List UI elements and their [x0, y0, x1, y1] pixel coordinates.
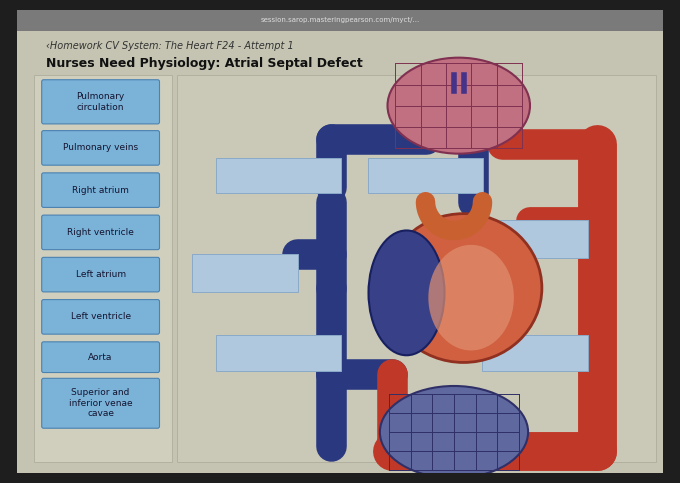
Text: Superior and
inferior venae
cavae: Superior and inferior venae cavae	[69, 388, 133, 418]
FancyBboxPatch shape	[216, 335, 341, 370]
Text: Pulmonary
circulation: Pulmonary circulation	[76, 92, 124, 112]
FancyBboxPatch shape	[368, 157, 483, 193]
FancyBboxPatch shape	[192, 254, 299, 292]
Text: Right atrium: Right atrium	[72, 185, 129, 195]
FancyBboxPatch shape	[41, 299, 160, 334]
Text: Pulmonary veins: Pulmonary veins	[63, 143, 138, 153]
FancyBboxPatch shape	[481, 335, 588, 370]
FancyBboxPatch shape	[216, 157, 341, 193]
FancyBboxPatch shape	[41, 130, 160, 165]
FancyBboxPatch shape	[41, 215, 160, 250]
Text: Left ventricle: Left ventricle	[71, 313, 131, 321]
FancyBboxPatch shape	[41, 342, 160, 372]
Ellipse shape	[385, 213, 542, 362]
FancyBboxPatch shape	[34, 75, 172, 462]
Ellipse shape	[388, 57, 530, 154]
FancyBboxPatch shape	[41, 378, 160, 428]
FancyBboxPatch shape	[481, 220, 588, 258]
Text: Nurses Need Physiology: Atrial Septal Defect: Nurses Need Physiology: Atrial Septal De…	[46, 57, 362, 70]
Text: ‹Homework CV System: The Heart F24 - Attempt 1: ‹Homework CV System: The Heart F24 - Att…	[46, 41, 293, 51]
FancyBboxPatch shape	[41, 80, 160, 124]
FancyBboxPatch shape	[41, 257, 160, 292]
Ellipse shape	[380, 386, 528, 478]
FancyBboxPatch shape	[17, 31, 663, 473]
FancyBboxPatch shape	[17, 10, 663, 31]
Text: Left atrium: Left atrium	[75, 270, 126, 279]
Text: Aorta: Aorta	[88, 353, 113, 362]
Text: Right ventricle: Right ventricle	[67, 228, 134, 237]
FancyBboxPatch shape	[177, 75, 656, 462]
Ellipse shape	[369, 230, 445, 355]
FancyBboxPatch shape	[41, 173, 160, 207]
Text: session.sarop.masteringpearson.com/myct/...: session.sarop.masteringpearson.com/myct/…	[260, 17, 420, 23]
Ellipse shape	[428, 245, 514, 351]
